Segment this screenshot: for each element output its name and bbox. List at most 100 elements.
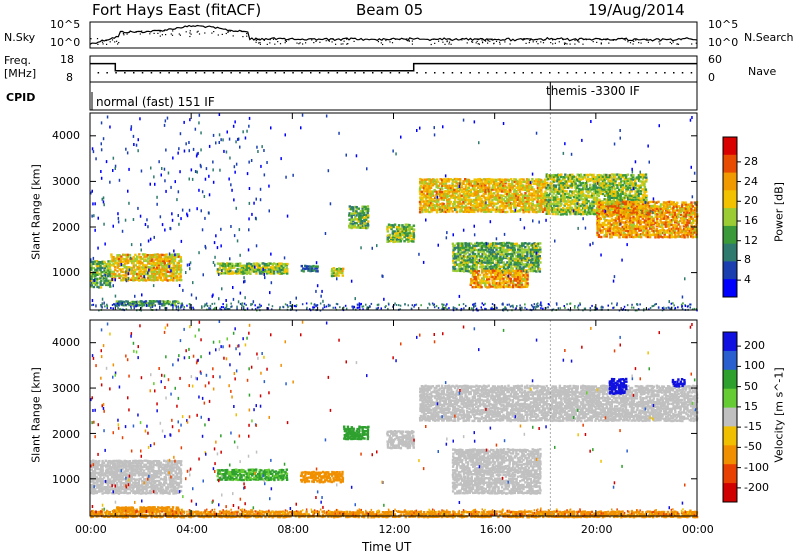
power-cell — [397, 234, 400, 237]
power-cell — [524, 204, 527, 208]
power-cell — [143, 268, 146, 271]
power-cell — [99, 276, 102, 280]
power-cell — [168, 279, 171, 282]
power-cell — [453, 198, 457, 201]
power-cell — [511, 184, 514, 187]
nave-point — [478, 72, 480, 74]
power-cell — [509, 285, 512, 289]
power-cell — [257, 264, 260, 267]
velocity-cell — [96, 481, 99, 484]
power-cell — [173, 257, 177, 261]
power-cell — [580, 183, 583, 187]
power-cell — [90, 281, 94, 284]
power-cell — [150, 272, 154, 275]
power-cell — [513, 257, 516, 260]
power-cell — [157, 262, 161, 265]
velocity-cell — [99, 482, 103, 485]
power-cell — [513, 202, 516, 205]
power-cell — [452, 257, 455, 260]
power-cell — [693, 215, 697, 218]
power-cell — [453, 206, 456, 210]
power-cell — [488, 177, 491, 181]
noise-sky-trace — [89, 24, 698, 45]
power-cell — [522, 254, 526, 257]
power-cell — [610, 200, 613, 204]
power-cell — [628, 200, 632, 204]
power-cell — [486, 178, 489, 181]
power-cell — [683, 236, 686, 239]
power-cell — [484, 269, 487, 273]
power-cell — [499, 180, 502, 183]
noise-search-point — [672, 41, 674, 43]
power-cell — [134, 272, 137, 275]
power-cell — [542, 192, 545, 196]
power-cell — [612, 190, 616, 193]
power-cell — [495, 244, 498, 247]
power-cell — [437, 204, 440, 207]
power-cell — [598, 198, 601, 201]
power-cell — [571, 200, 574, 204]
power-cell — [688, 209, 691, 212]
power-cell — [282, 266, 285, 269]
power-cell — [648, 215, 652, 218]
power-cell — [630, 182, 634, 185]
power-cell — [513, 261, 516, 264]
power-cell — [451, 182, 454, 185]
power-cell — [475, 260, 479, 264]
noise-search-point — [240, 30, 243, 32]
power-cell — [484, 198, 487, 201]
power-cell — [359, 216, 362, 219]
power-cell — [496, 202, 500, 205]
power-cell — [668, 209, 671, 212]
power-cell — [452, 259, 455, 263]
power-cell — [545, 198, 548, 202]
power-cell — [556, 198, 559, 201]
power-cell — [159, 253, 162, 257]
power-cell — [559, 184, 563, 187]
power-cell — [625, 174, 628, 177]
power-cell — [111, 258, 114, 261]
power-cell — [619, 175, 623, 179]
power-cell — [626, 173, 629, 176]
power-cell — [536, 200, 539, 203]
power-cell — [619, 194, 622, 197]
power-cell — [581, 176, 585, 179]
power-cell — [482, 182, 485, 185]
power-cell — [238, 270, 242, 273]
power-cell — [110, 270, 114, 274]
power-cell — [396, 238, 399, 241]
power-cell — [509, 273, 512, 276]
power-cell — [487, 269, 491, 273]
velocity-cell — [101, 470, 104, 473]
noise-search-point — [408, 40, 410, 42]
power-cell — [592, 202, 595, 206]
power-cell — [526, 206, 529, 209]
power-cell — [632, 213, 635, 216]
power-cell — [484, 255, 487, 258]
power-cell — [646, 211, 649, 214]
power-cell — [502, 241, 505, 245]
power-cell — [662, 205, 666, 208]
power-cell — [465, 196, 469, 199]
power-cell — [387, 223, 391, 226]
power-cell — [598, 217, 601, 220]
nave-point — [487, 72, 489, 74]
power-cell — [442, 198, 446, 202]
power-cell — [433, 206, 437, 209]
power-cell — [632, 223, 635, 226]
power-cell — [460, 202, 463, 205]
power-cell — [648, 219, 652, 223]
power-cell — [517, 188, 520, 192]
power-cell — [534, 196, 537, 200]
power-cell — [601, 179, 605, 183]
power-cell — [471, 210, 474, 213]
power-cell — [483, 257, 486, 260]
power-cell — [695, 225, 698, 228]
power-cell — [484, 275, 487, 278]
power-cell — [145, 301, 148, 305]
power-cell — [131, 261, 134, 265]
power-cell — [161, 300, 164, 303]
power-cell — [684, 215, 688, 218]
nave-point — [557, 72, 560, 74]
power-cell — [656, 221, 659, 224]
